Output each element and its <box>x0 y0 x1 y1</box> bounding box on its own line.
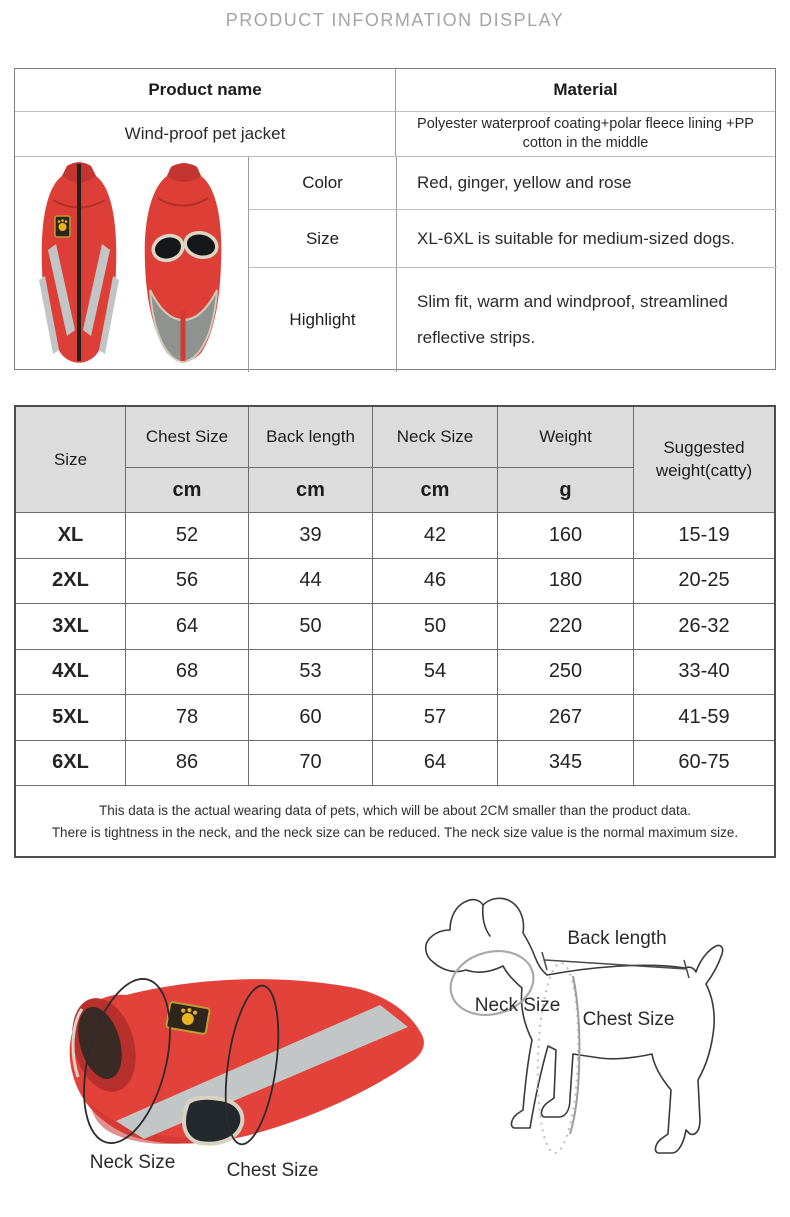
unit-chest-cm: cm <box>125 467 248 512</box>
page-title: PRODUCT INFORMATION DISPLAY <box>225 10 565 30</box>
cell-suggested: 15-19 <box>633 513 774 558</box>
cell-suggested: 33-40 <box>633 649 774 694</box>
cell-weight: 345 <box>497 740 633 785</box>
size-chart-header: Size Chest Size Back length Neck Size We… <box>16 407 774 512</box>
cell-suggested: 60-75 <box>633 740 774 785</box>
cell-weight: 160 <box>497 513 633 558</box>
color-row-label: Color <box>248 157 396 209</box>
cell-chest: 56 <box>125 558 248 603</box>
unit-back-cm: cm <box>248 467 372 512</box>
cell-neck: 50 <box>372 604 497 649</box>
product-name-value: Wind-proof pet jacket <box>15 111 395 156</box>
cell-size: 2XL <box>52 569 89 592</box>
cell-weight: 180 <box>497 558 633 603</box>
cell-size: 4XL <box>52 660 89 683</box>
table-row-2xl: 2XL 56 44 46 180 20-25 <box>16 557 774 603</box>
size-row-label: Size <box>248 209 396 267</box>
col-header-back: Back length <box>248 407 372 467</box>
cell-suggested: 41-59 <box>633 695 774 740</box>
leg-hole <box>182 1095 245 1146</box>
cell-chest: 78 <box>125 695 248 740</box>
photo-neck-size-label: Neck Size <box>89 1152 176 1173</box>
dog-neck-loop <box>449 950 535 1016</box>
pet-jacket-front-back-image <box>39 162 222 364</box>
dog-chest-size-label: Chest Size <box>582 1009 675 1030</box>
col-header-size: Size <box>53 449 88 469</box>
cell-size: XL <box>57 523 84 546</box>
cell-chest: 68 <box>125 649 248 694</box>
dog-measurement-diagram <box>424 897 724 1154</box>
chest-measure-loop <box>224 984 280 1146</box>
col-header-neck: Neck Size <box>372 407 497 467</box>
dog-chest-loop-dashed <box>536 962 580 1154</box>
note-line-1: This data is the actual wearing data of … <box>98 802 692 818</box>
collar-opening <box>78 1007 122 1079</box>
product-photo <box>15 157 248 372</box>
highlight-row-value: Slim fit, warm and windproof, streamline… <box>396 267 777 372</box>
cell-neck: 54 <box>372 649 497 694</box>
material-header: Material <box>395 69 775 111</box>
cell-back: 50 <box>248 604 372 649</box>
unit-weight-g: g <box>497 467 633 512</box>
table-row-4xl: 4XL 68 53 54 250 33-40 <box>16 648 774 694</box>
size-chart-table: Size Chest Size Back length Neck Size We… <box>14 405 776 858</box>
cell-weight: 250 <box>497 649 633 694</box>
cell-size: 3XL <box>52 614 89 637</box>
cell-chest: 52 <box>125 513 248 558</box>
cell-neck: 42 <box>372 513 497 558</box>
cell-weight: 220 <box>497 604 633 649</box>
cell-neck: 64 <box>372 740 497 785</box>
color-row-value: Red, ginger, yellow and rose <box>396 157 777 209</box>
neck-measure-loop <box>83 978 171 1144</box>
highlight-row-label: Highlight <box>248 267 396 372</box>
info-detail-rows: Color Red, ginger, yellow and rose Size … <box>15 156 777 372</box>
leg-hole-left <box>151 233 185 263</box>
cell-suggested: 20-25 <box>633 558 774 603</box>
photo-chest-size-label: Chest Size <box>226 1160 319 1181</box>
product-name-header: Product name <box>148 80 262 99</box>
col-header-weight: Weight <box>497 407 633 467</box>
paw-logo-patch <box>165 1001 211 1035</box>
jacket-measurement-photo <box>69 978 424 1146</box>
cell-back: 70 <box>248 740 372 785</box>
back-length-measure-line <box>541 951 690 979</box>
cell-neck: 57 <box>372 695 497 740</box>
table-row-5xl: 5XL 78 60 57 267 41-59 <box>16 694 774 740</box>
col-header-chest: Chest Size <box>125 407 248 467</box>
table-row-3xl: 3XL 64 50 50 220 26-32 <box>16 603 774 649</box>
cell-size: 6XL <box>52 751 89 774</box>
cell-back: 53 <box>248 649 372 694</box>
col-header-suggested: Suggested weight(catty) <box>633 407 774 512</box>
cell-back: 60 <box>248 695 372 740</box>
size-chart-notes: This data is the actual wearing data of … <box>16 785 774 856</box>
info-header-row: Product name Material <box>15 69 775 111</box>
dog-back-length-label: Back length <box>567 928 667 949</box>
cell-size: 5XL <box>52 705 89 728</box>
cell-neck: 46 <box>372 558 497 603</box>
table-row-6xl: 6XL 86 70 64 345 60-75 <box>16 739 774 785</box>
dog-chest-loop-solid-edge <box>569 975 581 1135</box>
unit-neck-cm: cm <box>372 467 497 512</box>
info-value-row: Wind-proof pet jacket Polyester waterpro… <box>15 111 775 156</box>
size-row-value: XL-6XL is suitable for medium-sized dogs… <box>396 209 777 267</box>
dog-neck-size-label: Neck Size <box>474 995 561 1016</box>
dog-outline <box>424 897 724 1154</box>
material-value: Polyester waterproof coating+polar fleec… <box>394 111 775 156</box>
cell-suggested: 26-32 <box>633 604 774 649</box>
jacket-front-view <box>144 163 222 364</box>
cell-chest: 86 <box>125 740 248 785</box>
cell-back: 39 <box>248 513 372 558</box>
leg-hole-right <box>183 230 219 260</box>
cell-weight: 267 <box>497 695 633 740</box>
product-info-table: Product name Material Wind-proof pet jac… <box>14 68 777 372</box>
paw-logo-patch <box>54 215 71 238</box>
cell-back: 44 <box>248 558 372 603</box>
note-line-2: There is tightness in the neck, and the … <box>51 824 739 840</box>
jacket-back-view <box>39 162 119 363</box>
cell-chest: 64 <box>125 604 248 649</box>
table-row-xl: XL 52 39 42 160 15-19 <box>16 512 774 558</box>
